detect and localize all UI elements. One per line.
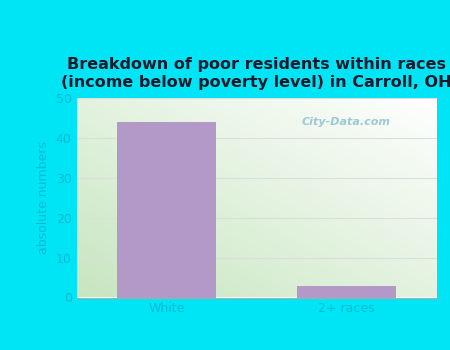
Bar [297,286,396,298]
Title: Breakdown of poor residents within races
(income below poverty level) in Carroll: Breakdown of poor residents within races… [61,57,450,90]
Y-axis label: absolute numbers: absolute numbers [37,141,50,254]
Bar [117,122,216,298]
Text: City-Data.com: City-Data.com [302,117,391,127]
